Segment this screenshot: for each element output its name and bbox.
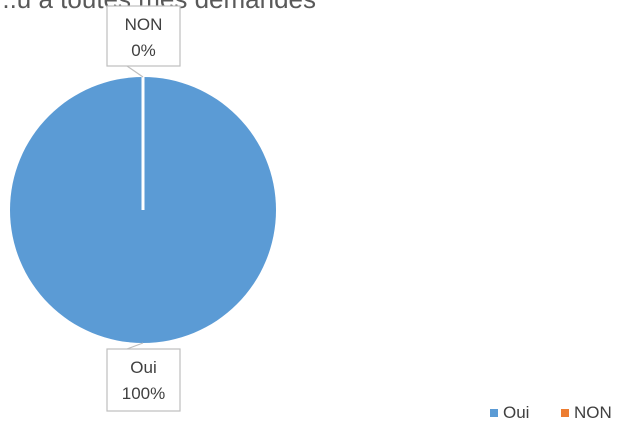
data-label-percent: 0% (131, 41, 156, 60)
data-labels: Oui 100% NON 0% (106, 5, 181, 412)
legend-item-oui: Oui (490, 403, 529, 422)
legend-label: NON (574, 403, 612, 422)
data-label-category: NON (125, 15, 163, 34)
data-label-box (106, 5, 181, 67)
data-label-non: NON 0% (106, 5, 181, 78)
pie-slices (10, 77, 276, 343)
data-label-oui: Oui 100% (106, 342, 181, 412)
data-label-percent: 100% (122, 384, 165, 403)
legend-swatch (490, 409, 498, 417)
data-label-category: Oui (130, 358, 156, 377)
legend-item-non: NON (561, 403, 612, 422)
data-label-leader (126, 65, 144, 78)
legend-swatch (561, 409, 569, 417)
data-label-box (106, 348, 181, 412)
legend: Oui NON (490, 403, 612, 422)
data-label-leader (126, 342, 144, 350)
legend-label: Oui (503, 403, 529, 422)
